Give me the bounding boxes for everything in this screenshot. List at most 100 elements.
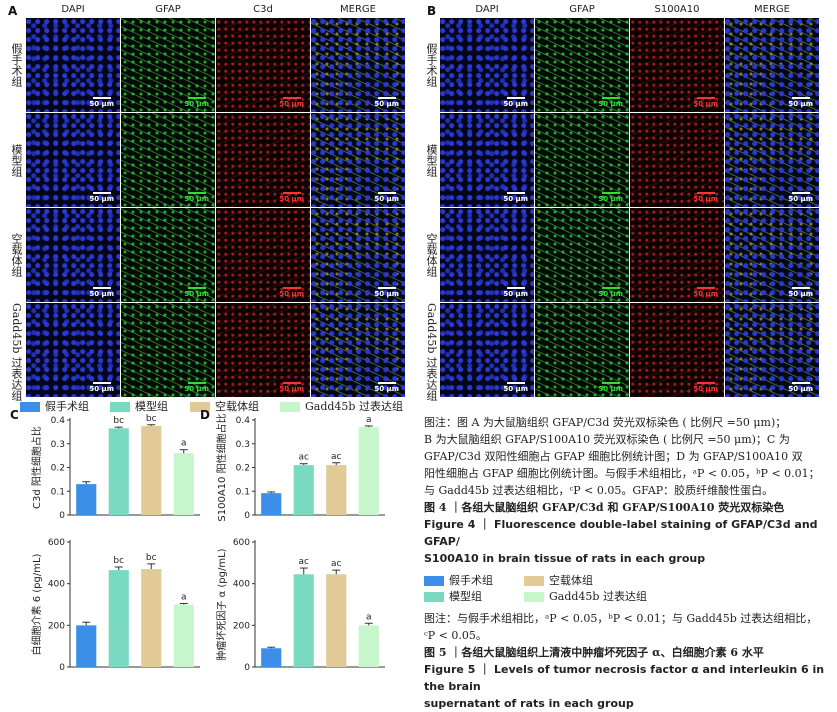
legend-item: 假手术组 <box>20 398 89 414</box>
a-micrograph-dapi: 50 μm <box>26 113 120 207</box>
y-tick-label: 600 <box>48 538 65 548</box>
legend-swatch <box>424 576 444 586</box>
a-micrograph-red: 50 μm <box>216 113 310 207</box>
scale-bar: 50 μm <box>598 192 623 203</box>
bar <box>293 465 314 515</box>
b-micrograph-gfap: 50 μm <box>535 18 629 112</box>
b-micrograph-merge: 50 μm <box>725 303 819 397</box>
scale-bar: 50 μm <box>184 97 209 108</box>
bar <box>141 425 162 515</box>
a-micrograph-dapi: 50 μm <box>26 303 120 397</box>
b-micrograph-gfap: 50 μm <box>535 303 629 397</box>
legend-label: 空载体组 <box>549 574 593 587</box>
bar <box>326 574 347 667</box>
figure5-caption: 图注：与假手术组相比，ᵃP < 0.05，ᵇP < 0.01；与 Gadd45b… <box>424 610 834 712</box>
b-micrograph-red: 50 μm <box>630 303 724 397</box>
scale-bar: 50 μm <box>598 97 623 108</box>
scale-bar: 50 μm <box>503 97 528 108</box>
scale-bar: 50 μm <box>279 192 304 203</box>
bar <box>108 570 129 667</box>
bar <box>173 604 194 667</box>
scale-bar: 50 μm <box>89 97 114 108</box>
significance-label: a <box>366 612 372 622</box>
scale-bar: 50 μm <box>374 382 399 393</box>
figure5-note-line: ᶜP < 0.05。 <box>424 629 487 642</box>
a-micrograph-gfap: 50 μm <box>121 208 215 302</box>
bar <box>261 648 282 667</box>
scale-bar: 50 μm <box>788 192 813 203</box>
b-column-header-s100a10: S100A10 <box>654 4 700 15</box>
a-column-header-dapi: DAPI <box>61 4 85 15</box>
y-tick-label: 0 <box>59 511 65 521</box>
significance-label: ac <box>299 557 310 567</box>
figure4-note-line: GFAP/C3d 双阳性细胞占 GFAP 细胞比例统计图；D 为 GFAP/S1… <box>424 450 803 463</box>
y-axis-label: C3d 阳性细胞占比 <box>30 426 43 509</box>
legend-label: 假手术组 <box>45 400 89 413</box>
y-tick-label: 0.3 <box>236 440 250 450</box>
scale-bar: 50 μm <box>374 97 399 108</box>
y-tick-label: 200 <box>48 621 65 631</box>
b-micrograph-merge: 50 μm <box>725 208 819 302</box>
y-tick-label: 0.2 <box>236 464 250 474</box>
a-micrograph-dapi: 50 μm <box>26 18 120 112</box>
bar <box>293 574 314 667</box>
a-micrograph-red: 50 μm <box>216 208 310 302</box>
b-micrograph-red: 50 μm <box>630 208 724 302</box>
bar <box>326 465 347 515</box>
a-column-header-c3d: C3d <box>253 4 273 15</box>
legend-item: 模型组 <box>110 398 168 414</box>
figure4-note-line: 图注：图 A 为大鼠脑组织 GFAP/C3d 荧光双标染色 ( 比例尺 =50 … <box>424 416 787 429</box>
scale-bar: 50 μm <box>693 97 718 108</box>
legend-label: 模型组 <box>135 400 168 413</box>
a-row-label: 空载体组 <box>10 233 23 277</box>
significance-label: a <box>181 592 187 602</box>
a-micrograph-merge: 50 μm <box>311 18 405 112</box>
legend-item: 空载体组 <box>190 398 259 414</box>
b-column-header-gfap: GFAP <box>569 4 595 15</box>
figure4-note-line: 与 Gadd45b 过表达组相比，ᶜP < 0.05。GFAP：胶质纤维酸性蛋白… <box>424 484 774 497</box>
scale-bar: 50 μm <box>598 287 623 298</box>
b-micrograph-gfap: 50 μm <box>535 208 629 302</box>
b-micrograph-dapi: 50 μm <box>440 303 534 397</box>
scale-bar: 50 μm <box>279 287 304 298</box>
figure4-note-line: 阳性细胞占 GFAP 细胞比例统计图。与假手术组相比，ᵃP < 0.05，ᵇP … <box>424 467 820 480</box>
bar-charts: C 0 0.1 0.2 0.3 0.4 C3d 阳性细胞占比 bc bc a D 0 0.1 0.2 0.3… <box>10 408 385 673</box>
a-row-label: 模型组 <box>10 143 23 177</box>
a-column-header-merge: MERGE <box>340 4 376 15</box>
y-axis-label: 白细胞介素 6 (pg/mL) <box>30 553 43 655</box>
legend-label: 假手术组 <box>449 574 493 587</box>
legend-item: 空载体组 <box>524 572 593 588</box>
legend-swatch <box>20 402 40 412</box>
y-tick-label: 0.1 <box>236 487 250 497</box>
bar <box>173 453 194 515</box>
a-micrograph-merge: 50 μm <box>311 208 405 302</box>
y-tick-label: 0 <box>59 663 65 673</box>
scale-bar: 50 μm <box>279 97 304 108</box>
a-micrograph-merge: 50 μm <box>311 303 405 397</box>
b-row-label: Gadd45b 过表达组 <box>425 303 438 401</box>
bar <box>76 625 97 667</box>
b-row-label: 假手术组 <box>425 43 438 87</box>
scale-bar: 50 μm <box>503 287 528 298</box>
a-column-header-gfap: GFAP <box>155 4 181 15</box>
y-tick-label: 0.2 <box>51 464 65 474</box>
bar <box>76 484 97 515</box>
legend-item: 模型组 <box>424 588 482 604</box>
y-tick-label: 0.3 <box>51 440 65 450</box>
significance-label: ac <box>331 452 342 462</box>
b-column-header-dapi: DAPI <box>475 4 499 15</box>
y-tick-label: 0 <box>244 663 250 673</box>
a-micrograph-red: 50 μm <box>216 18 310 112</box>
figure5-title-en-1: Figure 5 ｜ Levels of tumor necrosis fact… <box>424 663 825 693</box>
b-micrograph-gfap: 50 μm <box>535 113 629 207</box>
figure4-caption: 图注：图 A 为大鼠脑组织 GFAP/C3d 荧光双标染色 ( 比例尺 =50 … <box>424 414 834 567</box>
scale-bar: 50 μm <box>503 382 528 393</box>
scale-bar: 50 μm <box>693 192 718 203</box>
figure4-title-en-1: Figure 4 ｜ Fluorescence double-label sta… <box>424 518 818 548</box>
scale-bar: 50 μm <box>598 382 623 393</box>
scale-bar: 50 μm <box>374 192 399 203</box>
significance-label: a <box>366 415 372 425</box>
a-micrograph-red: 50 μm <box>216 303 310 397</box>
legend-item: Gadd45b 过表达组 <box>280 398 403 414</box>
a-row-label: 假手术组 <box>10 43 23 87</box>
